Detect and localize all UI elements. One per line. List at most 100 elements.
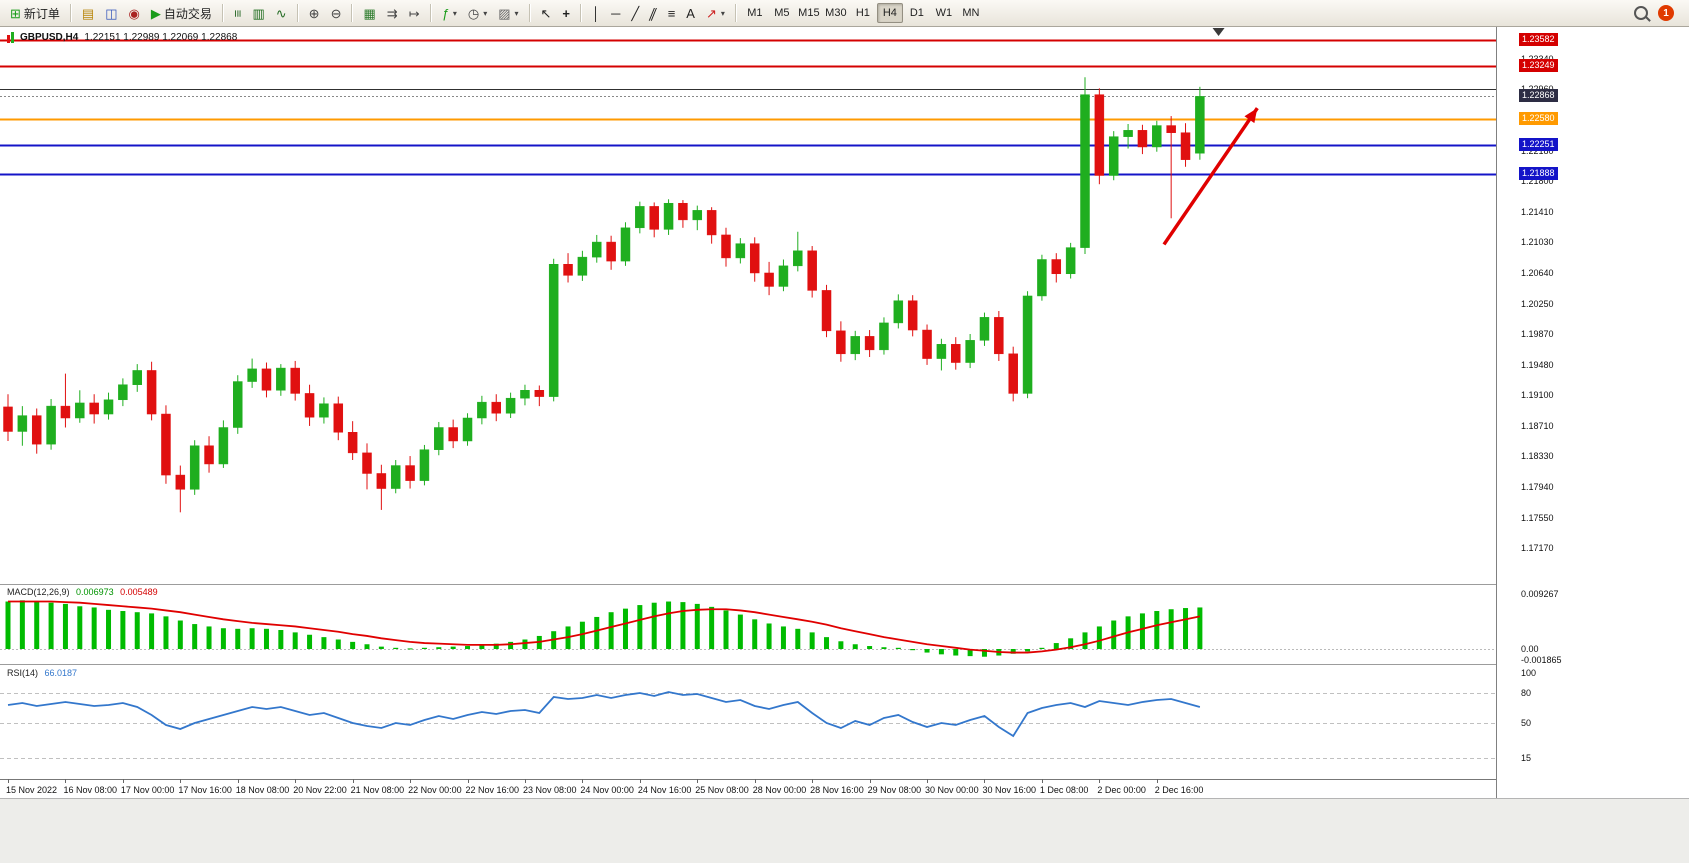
periods-clock-icon: ◷ (467, 5, 480, 21)
zoom-in-button[interactable]: ⊕ (304, 3, 325, 24)
time-label: 28 Nov 16:00 (810, 785, 864, 795)
time-tick (582, 779, 584, 783)
tile-windows-button[interactable]: ▦ (358, 3, 380, 24)
timeframe-m5-button[interactable]: M5 (769, 3, 795, 23)
timeframe-d1-button[interactable]: D1 (904, 3, 930, 23)
time-label: 2 Dec 00:00 (1097, 785, 1146, 795)
time-label: 24 Nov 00:00 (580, 785, 634, 795)
price-axis[interactable]: 1.233401.229601.225701.221801.218001.214… (1496, 27, 1689, 798)
arrow-tool-icon: ↗ (705, 5, 717, 21)
rsi-tick: 100 (1521, 668, 1537, 678)
zoom-out-button[interactable]: ⊖ (326, 3, 347, 24)
price-tick: 1.19100 (1521, 390, 1554, 400)
time-label: 1 Dec 08:00 (1039, 785, 1089, 795)
channel-button[interactable]: ∥ (645, 3, 662, 24)
toolbar-separator (296, 4, 299, 22)
chart-shift-button[interactable]: ↦ (404, 3, 425, 24)
indicators-icon: ƒ (441, 5, 449, 21)
rsi-chart[interactable] (0, 665, 1496, 779)
symbol-period-label: GBPUSD,H4 (20, 32, 79, 43)
time-label: 28 Nov 00:00 (752, 785, 807, 795)
macd-chart[interactable] (0, 585, 1496, 664)
trend-arrow[interactable] (1162, 107, 1259, 246)
periods-button[interactable]: ◷ ▾ (463, 3, 492, 24)
price-line-badge: 1.23249 (1519, 59, 1558, 72)
price-tick: 1.17940 (1521, 482, 1554, 492)
chart-window: GBPUSD,H4 1.22151 1.22989 1.22069 1.2286… (0, 27, 1689, 798)
time-label: 24 Nov 16:00 (637, 785, 692, 795)
auto-scroll-button[interactable]: ⇉ (382, 3, 403, 24)
text-tool-icon: A (686, 5, 695, 21)
cursor-button[interactable]: ↖ (536, 3, 557, 24)
market-watch-button[interactable]: ▤ (77, 3, 99, 24)
time-tick (122, 779, 124, 783)
time-label: 16 Nov 08:00 (63, 785, 117, 795)
toolbar-separator (734, 4, 737, 22)
crosshair-button[interactable]: + (557, 3, 575, 24)
price-tick: 1.21030 (1521, 237, 1554, 247)
indicators-button[interactable]: ƒ ▾ (437, 3, 462, 24)
timeframe-m30-button[interactable]: M30 (823, 3, 849, 23)
time-tick (352, 779, 354, 783)
fibonacci-icon: ≡ (667, 5, 676, 21)
arrows-tool-button[interactable]: ↗ ▾ (701, 3, 730, 24)
timeframe-h1-button[interactable]: H1 (850, 3, 876, 23)
fibonacci-button[interactable]: ≡ (663, 3, 681, 24)
rsi-line (7, 691, 1201, 738)
toolbar-separator (221, 4, 224, 22)
candlestick-chart-button[interactable]: ▥ (247, 3, 269, 24)
timeframe-m15-button[interactable]: M15 (796, 3, 822, 23)
time-label: 29 Nov 08:00 (867, 785, 922, 795)
timeframe-w1-button[interactable]: W1 (931, 3, 957, 23)
panel-separator[interactable] (0, 779, 1689, 780)
chart-shift-icon: ↦ (408, 5, 420, 21)
price-line-badge: 1.22251 (1519, 138, 1558, 151)
templates-icon: ▨ (498, 5, 511, 21)
panel-separator[interactable] (0, 584, 1689, 585)
navigator-button[interactable]: ◉ (124, 3, 145, 24)
line-chart-button[interactable]: ∿ (271, 3, 292, 24)
vertical-line-button[interactable]: │ (587, 3, 605, 24)
price-tick: 1.20250 (1521, 299, 1554, 309)
trendline-button[interactable]: ╱ (626, 3, 644, 24)
trendline-icon: ╱ (631, 5, 640, 21)
auto-trading-icon: ▶ (150, 5, 161, 21)
time-tick (524, 779, 526, 783)
time-axis[interactable]: 15 Nov 2022 16 Nov 08:00 17 Nov 00:00 17 No… (0, 779, 1496, 798)
panel-separator[interactable] (0, 664, 1689, 665)
new-order-icon: ⊞ (10, 5, 21, 21)
bar-chart-button[interactable]: ≡ (229, 3, 247, 24)
new-order-label: 新订单 (23, 6, 60, 21)
price-lines (0, 39, 1496, 176)
time-label: 18 Nov 08:00 (235, 785, 290, 795)
zoom-out-icon: ⊖ (330, 5, 342, 21)
crosshair-icon: + (562, 5, 571, 21)
toolbar-right-group: 1 (1634, 5, 1684, 21)
timeframe-mn-button[interactable]: MN (958, 3, 984, 23)
time-label: 22 Nov 16:00 (465, 785, 520, 795)
time-label: 2 Dec 16:00 (1154, 785, 1204, 795)
search-icon[interactable] (1634, 6, 1648, 20)
chevron-down-icon: ▾ (514, 8, 519, 18)
chevron-down-icon: ▾ (720, 8, 725, 18)
chart-title: GBPUSD,H4 1.22151 1.22989 1.22069 1.2286… (7, 32, 237, 43)
time-label: 30 Nov 00:00 (925, 785, 979, 795)
market-watch-icon: ▤ (81, 5, 95, 21)
price-chart[interactable] (0, 27, 1496, 584)
rsi-label: RSI(14) 66.0187 (7, 668, 77, 678)
rsi-tick: 80 (1521, 688, 1532, 698)
time-tick (812, 779, 814, 783)
text-tool-button[interactable]: A (681, 3, 700, 24)
new-order-button[interactable]: ⊞ 新订单 (5, 3, 65, 24)
time-label: 21 Nov 08:00 (350, 785, 405, 795)
candlestick-icon: ▥ (252, 5, 265, 21)
timeframe-m1-button[interactable]: M1 (742, 3, 768, 23)
time-tick (8, 779, 9, 783)
data-window-button[interactable]: ◫ (100, 3, 122, 24)
timeframe-h4-button[interactable]: H4 (876, 3, 903, 23)
auto-trading-button[interactable]: ▶ 自动交易 (146, 3, 217, 24)
templates-button[interactable]: ▨ ▾ (493, 3, 523, 24)
horizontal-line-button[interactable]: ─ (606, 3, 625, 24)
chart-shift-marker[interactable] (1212, 28, 1225, 36)
notification-badge[interactable]: 1 (1658, 5, 1674, 21)
